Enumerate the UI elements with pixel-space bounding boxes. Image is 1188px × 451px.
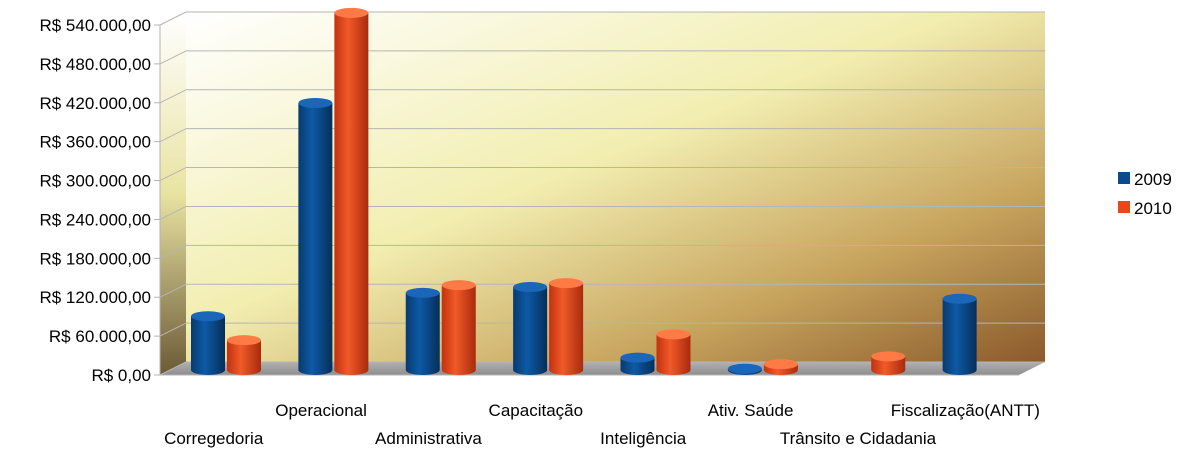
bar-2009-0 [191,311,225,375]
bar-top [298,97,333,108]
bar-body [549,283,584,375]
bar-top [763,359,798,370]
x-category-label: Corregedoria [164,429,264,448]
legend-swatch-2009 [1118,172,1130,184]
legend: 2009 2010 [1118,170,1172,218]
bar-2010-6 [871,351,906,375]
bar-body [441,285,476,375]
y-tick-label: R$ 300.000,00 [39,172,151,191]
bar-top [441,280,476,291]
x-category-label: Inteligência [600,429,687,448]
x-category-label: Operacional [275,401,367,420]
bar-top [871,351,906,362]
bar-2009-5 [727,363,762,375]
bar-body [513,287,548,375]
y-tick-label: R$ 360.000,00 [39,133,151,152]
x-axis-category-labels: Corregedoria Operacional Administrativa Cap… [164,401,1040,448]
bar-2010-3 [549,278,584,375]
grid-line-side [159,89,187,104]
y-tick-label: R$ 120.000,00 [39,288,151,307]
grid-line-side [159,322,187,337]
bar-2009-2 [405,287,440,375]
x-category-label: Capacitação [489,401,584,420]
bar-2010-2 [441,280,476,375]
grid-line-side [159,205,187,220]
bar-top [334,7,369,18]
bar-top [656,329,691,340]
legend-label-2009: 2009 [1134,170,1172,189]
grid-line-side [159,11,187,26]
y-tick-label: R$ 0,00 [91,366,151,385]
bar-top [405,287,440,298]
x-category-label: Ativ. Saúde [708,401,794,420]
y-axis-tick-labels: R$ 0,00 R$ 60.000,00 R$ 120.000,00 R$ 180.0… [39,16,151,385]
bar-top [191,311,225,322]
bar-2010-1 [334,7,369,376]
y-tick-label: R$ 240.000,00 [39,210,151,229]
bar-2010-0 [227,335,261,375]
bar-top [227,335,261,346]
bar-top [727,363,762,374]
bar-top [620,352,655,363]
bar-body [334,12,369,376]
floor [160,362,1045,375]
bar-top [942,293,977,304]
bar-body [298,102,333,376]
bar-body [227,340,261,375]
bars-group [191,7,977,376]
grid-line-side [159,244,187,259]
y-tick-label: R$ 420.000,00 [39,94,151,113]
side-wall [160,12,186,375]
x-category-label: Fiscalização(ANTT) [891,401,1040,420]
grid-line-side [159,50,187,65]
bar-body [191,316,225,375]
grid-line-side [159,128,187,143]
legend-swatch-2010 [1118,201,1130,213]
bar-2010-5 [763,359,798,375]
grid-line-side [159,167,187,182]
bar-body [942,298,977,375]
bar-body [871,356,906,375]
bar-2010-4 [656,329,691,375]
grid-line-side [159,283,187,298]
y-tick-label: R$ 60.000,00 [49,327,151,346]
bar-body [656,334,691,375]
y-tick-label: R$ 480.000,00 [39,55,151,74]
x-category-label: Administrativa [375,429,482,448]
bar-top [513,282,548,293]
bar-2009-1 [298,97,333,376]
bar-body [405,292,440,375]
bar-2009-3 [513,282,548,375]
grid-line-side [159,361,187,376]
y-tick-label: R$ 540.000,00 [39,16,151,35]
legend-label-2010: 2010 [1134,199,1172,218]
y-tick-label: R$ 180.000,00 [39,249,151,268]
bar-2009-7 [942,293,977,375]
x-category-label: Trânsito e Cidadania [780,429,937,448]
bar-top [549,278,584,289]
plot-background [159,12,1045,376]
bar-2009-4 [620,352,655,375]
